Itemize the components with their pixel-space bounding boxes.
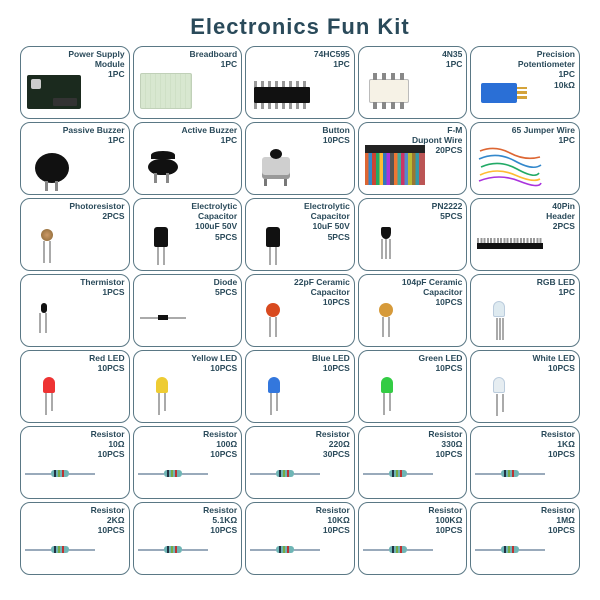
- kit-cell: Active Buzzer1PC: [133, 122, 243, 195]
- kit-cell: Diode5PCS: [133, 274, 243, 347]
- kit-grid: Power SupplyModule1PCBreadboard1PC74HC59…: [0, 46, 600, 587]
- kit-cell: 104pF CeramicCapacitor10PCS: [358, 274, 468, 347]
- led-icon: [359, 351, 467, 422]
- opto-icon: [359, 47, 467, 118]
- kit-cell: PN22225PCS: [358, 198, 468, 271]
- page-title: Electronics Fun Kit: [0, 0, 600, 46]
- res-icon: [359, 503, 467, 574]
- ccap-icon: [359, 275, 467, 346]
- res-icon: [246, 427, 354, 498]
- kit-cell: Blue LED10PCS: [245, 350, 355, 423]
- kit-cell: White LED10PCS: [470, 350, 580, 423]
- kit-cell: ElectrolyticCapacitor100uF 50V5PCS: [133, 198, 243, 271]
- kit-cell: 74HC5951PC: [245, 46, 355, 119]
- kit-cell: Passive Buzzer1PC: [20, 122, 130, 195]
- res-icon: [359, 427, 467, 498]
- ecap-icon: [134, 199, 242, 270]
- kit-cell: Resistor330Ω10PCS: [358, 426, 468, 499]
- kit-cell: F-MDupont Wire20PCS: [358, 122, 468, 195]
- kit-cell: Resistor10KΩ10PCS: [245, 502, 355, 575]
- kit-cell: Resistor100Ω10PCS: [133, 426, 243, 499]
- therm-icon: [21, 275, 129, 346]
- kit-cell: Green LED10PCS: [358, 350, 468, 423]
- kit-cell: Button10PCS: [245, 122, 355, 195]
- res-icon: [21, 427, 129, 498]
- res-icon: [471, 503, 579, 574]
- pn-icon: [359, 199, 467, 270]
- led-icon: [21, 351, 129, 422]
- jumper-icon: [471, 123, 579, 194]
- bread-icon: [134, 47, 242, 118]
- kit-cell: 22pF CeramicCapacitor10PCS: [245, 274, 355, 347]
- kit-cell: Resistor1KΩ10PCS: [470, 426, 580, 499]
- kit-cell: Breadboard1PC: [133, 46, 243, 119]
- kit-cell: RGB LED1PC: [470, 274, 580, 347]
- btn-icon: [246, 123, 354, 194]
- photo-icon: [21, 199, 129, 270]
- res-icon: [21, 503, 129, 574]
- kit-cell: ElectrolyticCapacitor10uF 50V5PCS: [245, 198, 355, 271]
- kit-cell: Thermistor1PCS: [20, 274, 130, 347]
- dip-icon: [246, 47, 354, 118]
- abuzz-icon: [134, 123, 242, 194]
- led-icon: [471, 351, 579, 422]
- led-icon: [471, 275, 579, 346]
- led-icon: [134, 351, 242, 422]
- res-icon: [134, 427, 242, 498]
- kit-cell: PrecisionPotentiometer1PC10kΩ: [470, 46, 580, 119]
- buzz-icon: [21, 123, 129, 194]
- psm-icon: [21, 47, 129, 118]
- kit-cell: Resistor1MΩ10PCS: [470, 502, 580, 575]
- res-icon: [246, 503, 354, 574]
- kit-cell: Resistor100KΩ10PCS: [358, 502, 468, 575]
- kit-cell: Resistor220Ω30PCS: [245, 426, 355, 499]
- ecap-icon: [246, 199, 354, 270]
- ccap-icon: [246, 275, 354, 346]
- kit-cell: Red LED10PCS: [20, 350, 130, 423]
- header-icon: [471, 199, 579, 270]
- pot-icon: [471, 47, 579, 118]
- kit-cell: Resistor10Ω10PCS: [20, 426, 130, 499]
- kit-cell: Photoresistor2PCS: [20, 198, 130, 271]
- kit-cell: Power SupplyModule1PC: [20, 46, 130, 119]
- diode-icon: [134, 275, 242, 346]
- res-icon: [134, 503, 242, 574]
- kit-cell: 40PinHeader2PCS: [470, 198, 580, 271]
- kit-cell: Resistor5.1KΩ10PCS: [133, 502, 243, 575]
- res-icon: [471, 427, 579, 498]
- kit-cell: Resistor2KΩ10PCS: [20, 502, 130, 575]
- kit-cell: 65 Jumper Wire1PC: [470, 122, 580, 195]
- dupont-icon: [359, 123, 467, 194]
- kit-cell: Yellow LED10PCS: [133, 350, 243, 423]
- led-icon: [246, 351, 354, 422]
- kit-cell: 4N351PC: [358, 46, 468, 119]
